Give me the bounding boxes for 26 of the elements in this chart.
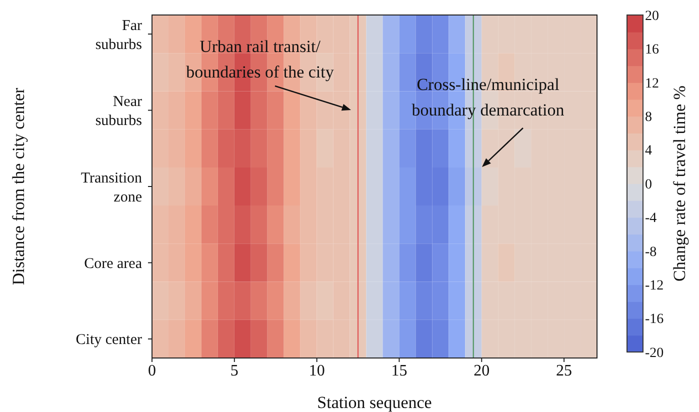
y-tick-label: Far suburbs xyxy=(95,18,142,53)
color-bar-label: 20 xyxy=(645,8,659,24)
y-tick-label: Transition zone xyxy=(80,170,142,206)
color-bar-label: 4 xyxy=(645,144,652,159)
color-bar-title: Change rate of travel time % xyxy=(670,86,689,282)
x-tick-label: 20 xyxy=(474,362,490,380)
ref-line-label: Urban rail transit/ boundaries of the city xyxy=(186,36,334,82)
x-tick-label: 5 xyxy=(230,362,238,380)
color-bar-label: 0 xyxy=(645,177,652,192)
color-bar-label: -16 xyxy=(645,312,664,328)
color-bar-label: -12 xyxy=(645,278,664,294)
color-bar-label: -8 xyxy=(645,244,657,260)
y-tick-label: Near suburbs xyxy=(95,94,142,130)
color-bar-label: 16 xyxy=(645,42,659,58)
x-axis-title: Station sequence xyxy=(317,393,432,412)
x-tick-label: 0 xyxy=(148,362,156,380)
y-tick-label: Core area xyxy=(84,256,142,272)
color-bar-label: -20 xyxy=(645,346,664,361)
color-bar-label: 12 xyxy=(645,76,659,92)
y-tick-label: City center xyxy=(76,332,142,348)
y-axis-title: Distance from the city center xyxy=(9,88,28,286)
x-tick-label: 15 xyxy=(391,362,408,380)
x-tick-label: 10 xyxy=(308,362,325,380)
color-bar-label: 8 xyxy=(645,110,652,125)
color-bar-label: -4 xyxy=(645,211,657,226)
x-tick-label: 25 xyxy=(556,362,572,380)
